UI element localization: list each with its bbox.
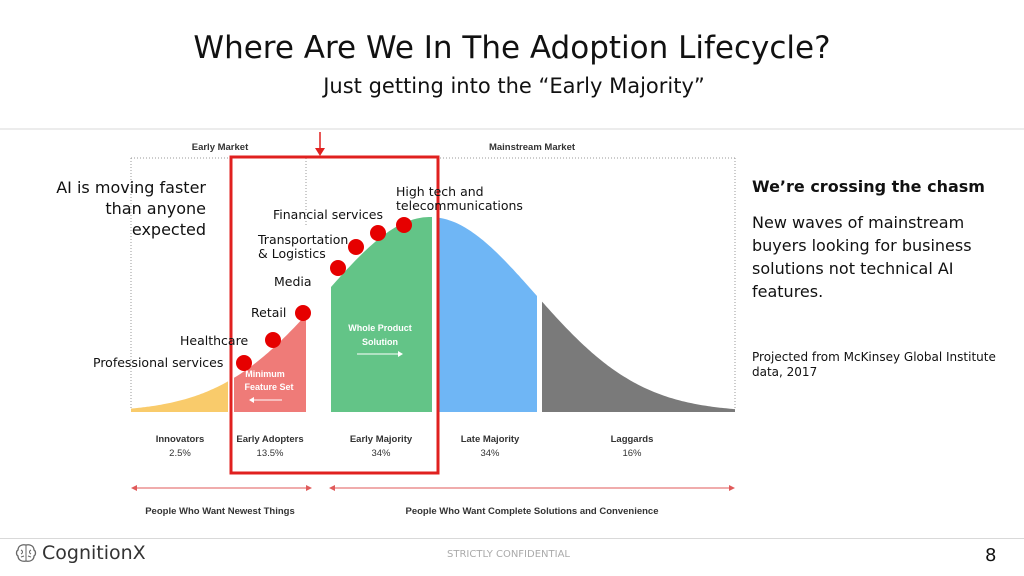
chasm-arrow-head — [315, 148, 325, 156]
early-majority-area — [331, 217, 432, 412]
slide-subtitle: Just getting into the “Early Majority” — [323, 74, 705, 98]
industry-professional-services: Professional services — [93, 355, 224, 370]
brain-icon — [15, 544, 37, 562]
adoption-lifecycle-diagram: Early Market Mainstream Market Minimum F… — [0, 128, 1024, 517]
page-number: 8 — [985, 545, 997, 566]
current-position-highlight — [229, 155, 440, 475]
segment-label-early-adopters: Early Adopters — [236, 434, 303, 445]
mainstream-market-label: Mainstream Market — [489, 142, 576, 153]
segment-label-early-majority: Early Majority — [350, 434, 413, 445]
early-adopters-area — [234, 314, 306, 412]
industry-media: Media — [274, 274, 312, 289]
industry-retail: Retail — [251, 305, 287, 320]
ai-speed-note-line-2: than anyone — [105, 199, 206, 218]
footer-divider — [0, 538, 1024, 539]
minimum-arrow-head — [249, 397, 254, 403]
industry-high-tech-line-1: High tech and — [396, 184, 484, 199]
newest-things-arrow-left — [131, 485, 137, 491]
segment-label-laggards: Laggards — [611, 434, 654, 445]
industry-high-tech-line-2: telecommunications — [396, 198, 523, 213]
slide-title: Where Are We In The Adoption Lifecycle? — [193, 30, 831, 66]
ai-speed-note-line-1: AI is moving faster — [56, 178, 206, 197]
complete-solutions-arrow-right — [729, 485, 735, 491]
late-majority-area — [437, 217, 537, 412]
industry-transportation: Transportation & Logistics — [258, 233, 348, 261]
industry-healthcare: Healthcare — [180, 333, 249, 348]
ai-speed-note-line-3: expected — [131, 220, 206, 239]
newest-things-arrow-right — [306, 485, 312, 491]
industry-high-tech: High tech and telecommunications — [396, 185, 523, 213]
marker-transportation — [348, 239, 364, 255]
marker-media — [330, 260, 346, 276]
confidential-label: STRICTLY CONFIDENTIAL — [447, 549, 570, 560]
marker-financial-services — [370, 225, 386, 241]
segment-label-innovators: Innovators — [156, 434, 205, 445]
source-note: Projected from McKinsey Global Institute… — [752, 350, 996, 379]
industry-transportation-line-1: Transportation — [258, 232, 349, 247]
industry-financial-services: Financial services — [273, 207, 383, 222]
innovators-area — [131, 381, 228, 412]
industry-transportation-line-2: & Logistics — [258, 246, 326, 261]
marker-high-tech — [396, 217, 412, 233]
segment-pct-innovators: 2.5% — [169, 448, 191, 459]
newest-things-label: People Who Want Newest Things — [145, 506, 295, 517]
segment-pct-early-majority: 34% — [371, 448, 391, 459]
brand-name: CognitionX — [42, 542, 146, 564]
chasm-body: New waves of mainstream buyers looking f… — [752, 213, 972, 301]
segment-label-late-majority: Late Majority — [461, 434, 520, 445]
whole-arrow-head — [398, 351, 403, 357]
segment-pct-late-majority: 34% — [480, 448, 500, 459]
feature-set-label: Feature Set — [244, 382, 293, 392]
segment-pct-early-adopters: 13.5% — [257, 448, 284, 459]
minimum-label: Minimum — [245, 369, 285, 379]
segment-pct-laggards: 16% — [622, 448, 642, 459]
laggards-area — [542, 301, 735, 412]
marker-healthcare — [265, 332, 281, 348]
brand-logo: CognitionX — [15, 542, 146, 564]
ai-speed-note: AI is moving faster than anyone expected — [10, 177, 206, 240]
complete-solutions-label: People Who Want Complete Solutions and C… — [406, 506, 659, 517]
marker-professional-services — [236, 355, 252, 371]
whole-product-label: Whole Product — [348, 323, 412, 333]
early-market-label: Early Market — [192, 142, 249, 153]
solution-label: Solution — [362, 337, 398, 347]
marker-retail — [295, 305, 311, 321]
complete-solutions-arrow-left — [329, 485, 335, 491]
chasm-heading: We’re crossing the chasm — [752, 177, 985, 196]
